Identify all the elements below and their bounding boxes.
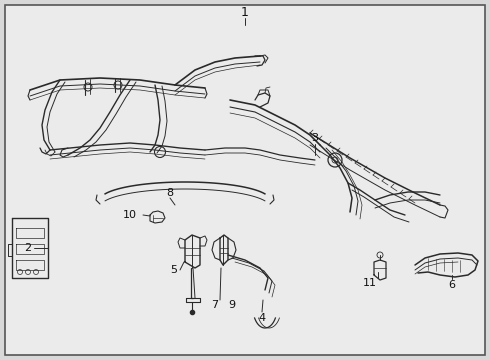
Text: 1: 1 [241,5,249,18]
Text: 11: 11 [363,278,377,288]
Text: 4: 4 [258,313,266,323]
Text: 7: 7 [212,300,219,310]
Text: 6: 6 [448,280,456,290]
Text: 10: 10 [123,210,137,220]
Text: 9: 9 [228,300,236,310]
Text: 2: 2 [24,243,31,253]
Text: 3: 3 [312,133,318,143]
Text: 5: 5 [171,265,177,275]
Text: 8: 8 [167,188,173,198]
